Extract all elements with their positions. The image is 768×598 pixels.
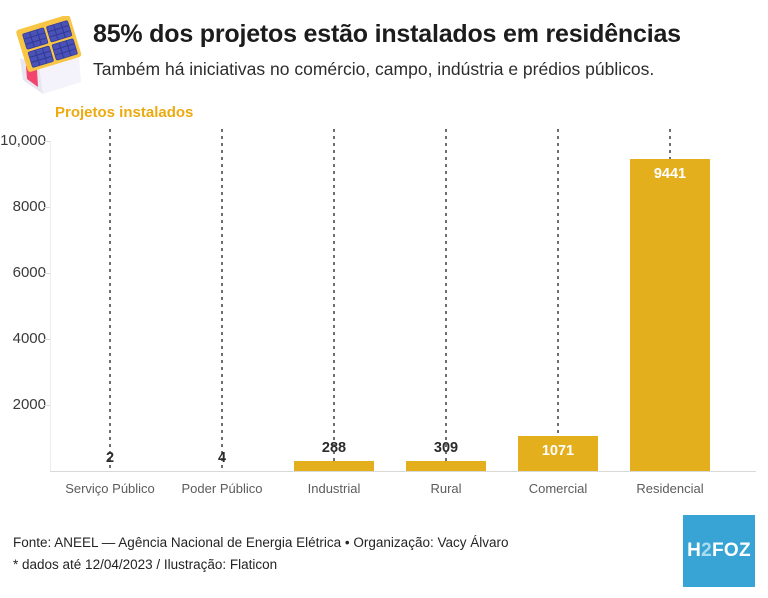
category-gridline <box>221 129 223 471</box>
bar-value-label: 9441 <box>653 166 687 183</box>
source-note: Fonte: ANEEL — Agência Nacional de Energ… <box>13 532 653 576</box>
source-line-1: Fonte: ANEEL — Agência Nacional de Energ… <box>13 535 509 550</box>
y-tick-label: 6000 <box>12 264 46 281</box>
bar-3 <box>294 461 374 471</box>
category-label: Residencial <box>636 481 704 496</box>
category-label: Comercial <box>528 481 588 496</box>
category-label: Rural <box>430 481 462 496</box>
chart-axis-title: Projetos instalados <box>55 104 194 121</box>
solar-roof <box>16 14 82 72</box>
category-gridline <box>445 129 447 471</box>
y-tick-label: 2000 <box>12 396 46 413</box>
logo-part-1: H <box>687 540 702 561</box>
y-tick-mark <box>44 339 50 340</box>
y-tick-mark <box>44 405 50 406</box>
category-gridline <box>333 129 335 471</box>
logo-part-3: FOZ <box>712 540 751 561</box>
bar-value-label: 2 <box>105 449 115 466</box>
category-gridline <box>109 129 111 471</box>
category-label: Industrial <box>307 481 361 496</box>
y-tick-label: 8000 <box>12 198 46 215</box>
page-subtitle: Também há iniciativas no comércio, campo… <box>93 59 655 79</box>
bar-value-label: 4 <box>217 449 227 466</box>
y-tick-mark <box>44 141 50 142</box>
x-axis-baseline <box>50 471 756 472</box>
house-solar-icon <box>12 14 88 103</box>
source-line-2: * dados até 12/04/2023 / Ilustração: Fla… <box>13 557 278 572</box>
page-title: 85% dos projetos estão instalados em res… <box>93 20 681 48</box>
h2foz-logo: H 2 FOZ <box>683 515 755 587</box>
y-tick-label: 4000 <box>12 330 46 347</box>
logo-part-2: 2 <box>701 540 712 561</box>
bar-4 <box>406 460 486 471</box>
house-wall-front <box>39 58 81 94</box>
y-tick-label: 10,000 <box>0 132 46 149</box>
bar-5 <box>518 435 598 471</box>
bar-6 <box>630 159 710 471</box>
bar-value-label: 288 <box>321 440 347 457</box>
category-gridline <box>557 129 559 471</box>
category-label: Poder Público <box>181 481 263 496</box>
bar-value-label: 1071 <box>541 442 575 459</box>
bar-value-label: 309 <box>433 439 459 456</box>
category-label: Serviço Público <box>65 481 155 496</box>
y-tick-mark <box>44 207 50 208</box>
y-axis-line <box>50 141 51 471</box>
y-tick-mark <box>44 273 50 274</box>
